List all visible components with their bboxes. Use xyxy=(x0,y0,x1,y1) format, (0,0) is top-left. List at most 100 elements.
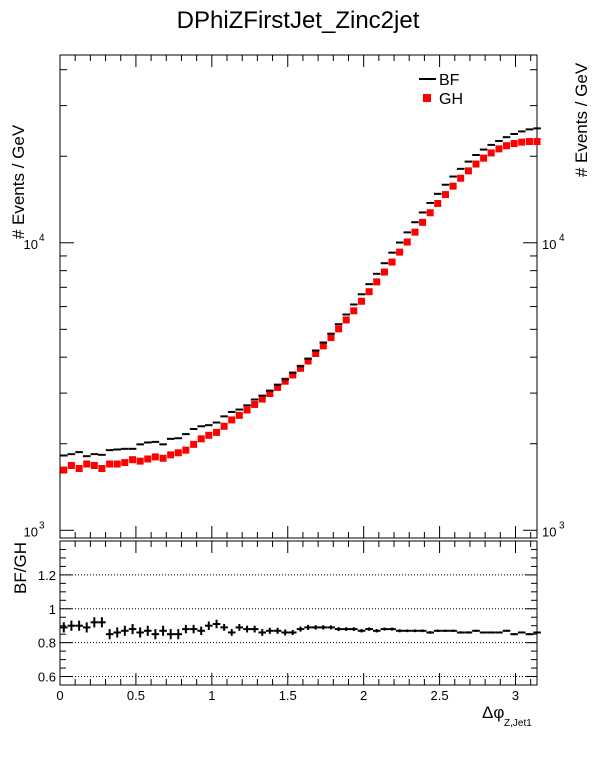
ratio-point xyxy=(334,627,343,632)
ratio-point xyxy=(75,620,83,631)
ratio-point xyxy=(220,624,228,631)
gh-point xyxy=(90,462,98,470)
ratio-point xyxy=(502,629,511,632)
gh-point xyxy=(136,457,144,465)
gh-point xyxy=(373,278,381,286)
gh-point xyxy=(228,416,236,424)
y-tick-base: 10 xyxy=(542,524,556,539)
gh-point xyxy=(121,459,129,467)
legend-bf-label: BF xyxy=(439,72,460,89)
gh-point xyxy=(358,297,366,305)
ratio-point xyxy=(411,629,419,633)
y-tick-exp: 4 xyxy=(559,233,565,244)
y-tick-exp: 3 xyxy=(39,520,45,531)
gh-point xyxy=(335,325,343,333)
ratio-point xyxy=(365,627,373,631)
x-axis-label-sub: Z,Jet1 xyxy=(504,718,532,729)
gh-point xyxy=(60,466,68,474)
ratio-point xyxy=(113,627,122,638)
ratio-point xyxy=(327,625,335,630)
ratio-point xyxy=(403,629,412,633)
gh-point xyxy=(182,446,190,454)
top-marks xyxy=(60,127,541,474)
gh-point xyxy=(243,406,251,414)
gh-point xyxy=(510,139,518,147)
y-tick-base: 10 xyxy=(542,237,556,252)
ratio-point xyxy=(433,629,442,632)
gh-point xyxy=(190,440,198,448)
y-tick-exp: 4 xyxy=(39,233,45,244)
x-tick-label: 2 xyxy=(360,688,367,703)
y-tick-label-left: 10 3 xyxy=(24,520,45,539)
ratio-point xyxy=(174,629,183,640)
ratio-point xyxy=(456,631,465,634)
gh-point xyxy=(159,454,167,462)
ratio-point xyxy=(372,629,381,633)
gh-point xyxy=(457,174,465,182)
ratio-point xyxy=(273,627,282,634)
gh-point xyxy=(411,228,419,236)
gh-point xyxy=(151,453,159,461)
ratio-point xyxy=(487,631,495,634)
gh-point xyxy=(487,149,495,157)
x-tick-label: 0.5 xyxy=(127,688,145,703)
chart-title: DPhiZFirstJet_Zinc2jet xyxy=(177,7,420,34)
legend: BF GH xyxy=(419,72,463,108)
gh-point xyxy=(67,462,75,470)
ratio-point xyxy=(517,631,526,634)
ratio-point xyxy=(227,629,236,636)
ratio-point xyxy=(258,629,267,636)
ratio-point xyxy=(182,624,190,634)
gh-point xyxy=(495,145,503,153)
gh-point xyxy=(442,191,450,199)
ratio-y-tick-label: 0.6 xyxy=(38,670,56,685)
y-tick-exp: 3 xyxy=(559,520,565,531)
gh-point xyxy=(518,138,526,146)
gh-point xyxy=(83,460,91,468)
ratio-point xyxy=(441,629,450,632)
ratio-point xyxy=(197,626,205,636)
ratio-point xyxy=(143,625,152,636)
ratio-point xyxy=(159,625,167,636)
ratio-point xyxy=(380,627,389,631)
ratio-point xyxy=(510,633,518,636)
ratio-point xyxy=(60,622,68,633)
ratio-point xyxy=(288,629,297,636)
gh-point xyxy=(144,455,152,463)
gh-point xyxy=(365,288,373,296)
bottom-axes: 0 0.5 1 1.5 2 2.5 3 0.6 0.8 1 1.2 xyxy=(38,540,537,703)
ratio-point xyxy=(479,631,488,634)
ratio-point xyxy=(151,629,160,640)
ratio-point xyxy=(311,625,320,630)
ratio-point xyxy=(105,629,114,640)
ratio-point xyxy=(418,629,427,633)
ratio-y-tick-label: 0.8 xyxy=(38,636,56,651)
ratio-point xyxy=(296,626,305,632)
ratio-point xyxy=(205,621,213,630)
ratio-point xyxy=(266,627,274,634)
ratio-point xyxy=(90,617,99,628)
ratio-point xyxy=(235,624,244,631)
x-axis-label-main: Δφ xyxy=(482,703,504,722)
top-ylabel-right: # Events / GeV xyxy=(572,62,591,177)
x-axis-label: Δφ Z,Jet1 xyxy=(482,703,532,729)
gh-point xyxy=(174,449,182,457)
ratio-point xyxy=(98,617,106,628)
gh-point xyxy=(106,460,114,468)
ratio-point xyxy=(67,620,76,631)
gh-point xyxy=(251,400,259,408)
gh-point xyxy=(235,411,243,419)
gh-point xyxy=(342,316,350,324)
ratio-point xyxy=(533,631,541,634)
gh-point xyxy=(205,431,213,439)
gh-point xyxy=(220,422,228,430)
ratio-point xyxy=(166,629,175,640)
ratio-point xyxy=(212,619,221,629)
gh-point xyxy=(434,199,442,207)
gh-point xyxy=(388,258,396,266)
ratio-point xyxy=(342,627,350,631)
ratio-point xyxy=(319,625,328,630)
ratio-y-tick-label: 1.2 xyxy=(38,568,56,583)
x-tick-label: 0 xyxy=(56,688,63,703)
ratio-point xyxy=(472,629,480,632)
